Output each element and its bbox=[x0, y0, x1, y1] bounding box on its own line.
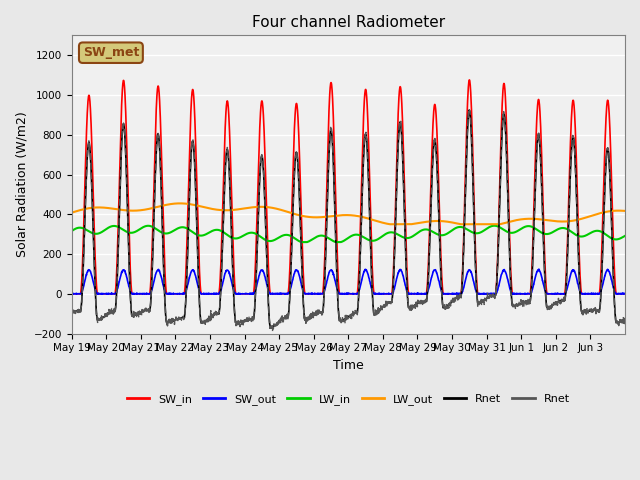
Rnet bbox=[547, 303, 554, 309]
Rnet bbox=[515, 301, 523, 307]
LW_in bbox=[382, 231, 390, 237]
Text: SW_met: SW_met bbox=[83, 46, 139, 59]
LW_in bbox=[515, 227, 523, 233]
LW_out bbox=[386, 221, 394, 227]
SW_out bbox=[621, 291, 629, 297]
Rnet bbox=[68, 310, 76, 315]
Rnet bbox=[243, 316, 250, 322]
LW_in bbox=[123, 229, 131, 235]
Rnet bbox=[621, 316, 629, 322]
LW_in bbox=[68, 228, 76, 234]
Rnet bbox=[465, 107, 473, 113]
Line: SW_out: SW_out bbox=[72, 269, 625, 294]
LW_in bbox=[298, 239, 305, 245]
Rnet bbox=[614, 320, 621, 326]
LW_out bbox=[123, 207, 131, 213]
SW_in bbox=[123, 149, 131, 155]
SW_out bbox=[243, 291, 250, 297]
Line: Rnet: Rnet bbox=[72, 110, 625, 331]
LW_out bbox=[176, 201, 184, 206]
Line: SW_in: SW_in bbox=[72, 80, 625, 294]
Rnet bbox=[382, 301, 390, 307]
LW_out bbox=[68, 210, 76, 216]
Rnet bbox=[547, 304, 554, 310]
SW_in bbox=[465, 77, 473, 83]
Rnet bbox=[614, 320, 621, 325]
LW_in bbox=[547, 230, 554, 236]
Rnet bbox=[123, 186, 131, 192]
SW_out bbox=[68, 291, 76, 297]
SW_out bbox=[68, 291, 76, 297]
LW_in bbox=[621, 233, 629, 239]
SW_in bbox=[614, 291, 621, 297]
Line: Rnet: Rnet bbox=[72, 110, 625, 327]
Rnet bbox=[621, 316, 629, 322]
SW_in bbox=[621, 291, 629, 297]
LW_in bbox=[243, 231, 250, 237]
LW_out bbox=[614, 208, 621, 214]
Rnet bbox=[465, 107, 473, 113]
LW_out bbox=[243, 205, 250, 211]
Rnet bbox=[266, 324, 274, 330]
Rnet bbox=[68, 308, 76, 314]
Rnet bbox=[382, 301, 390, 307]
SW_out bbox=[614, 291, 621, 297]
Title: Four channel Radiometer: Four channel Radiometer bbox=[252, 15, 445, 30]
SW_in bbox=[381, 291, 389, 297]
SW_out bbox=[124, 276, 131, 282]
Rnet bbox=[515, 302, 523, 308]
LW_in bbox=[490, 223, 498, 228]
Rnet bbox=[243, 317, 250, 323]
Rnet bbox=[123, 188, 131, 194]
Line: LW_out: LW_out bbox=[72, 204, 625, 224]
SW_in bbox=[515, 291, 523, 297]
LW_out bbox=[547, 218, 554, 224]
Y-axis label: Solar Radiation (W/m2): Solar Radiation (W/m2) bbox=[15, 112, 28, 257]
SW_in bbox=[547, 291, 554, 297]
SW_in bbox=[68, 291, 76, 297]
SW_out bbox=[382, 291, 390, 297]
SW_out bbox=[547, 291, 554, 297]
SW_in bbox=[243, 291, 250, 297]
Legend: SW_in, SW_out, LW_in, LW_out, Rnet, Rnet: SW_in, SW_out, LW_in, LW_out, Rnet, Rnet bbox=[122, 390, 574, 409]
Line: LW_in: LW_in bbox=[72, 226, 625, 242]
SW_out bbox=[515, 290, 523, 296]
Rnet bbox=[269, 328, 276, 334]
LW_out bbox=[515, 217, 523, 223]
SW_out bbox=[535, 266, 543, 272]
LW_out bbox=[382, 220, 390, 226]
LW_out bbox=[621, 208, 629, 214]
LW_in bbox=[614, 236, 621, 242]
X-axis label: Time: Time bbox=[333, 359, 364, 372]
